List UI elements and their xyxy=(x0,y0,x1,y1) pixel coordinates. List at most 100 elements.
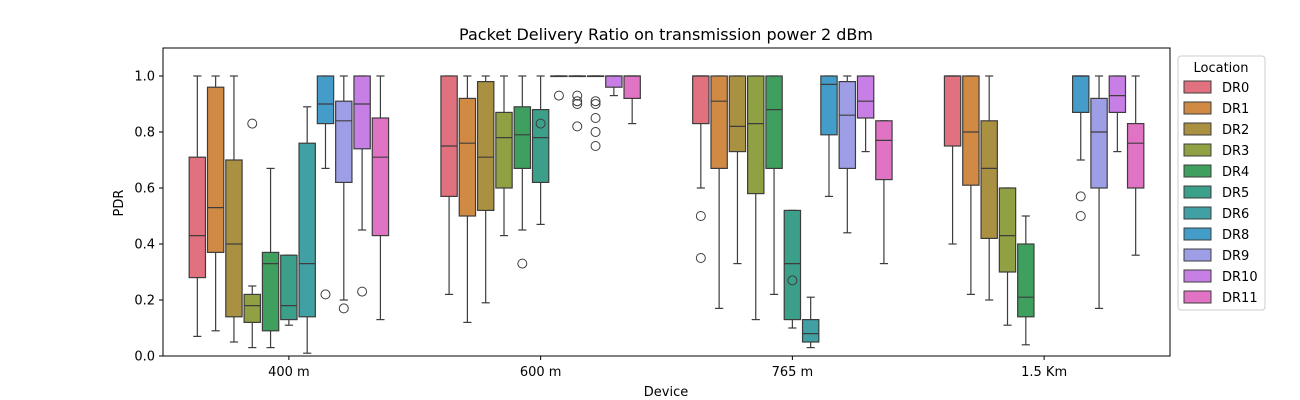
chart-title: Packet Delivery Ratio on transmission po… xyxy=(459,25,873,44)
box-DR6-2 xyxy=(801,296,820,349)
legend-swatch-DR3 xyxy=(1183,143,1212,157)
x-tick-label: 765 m xyxy=(772,365,814,380)
box-iqr xyxy=(188,156,207,279)
outlier-point xyxy=(572,99,583,109)
y-tick-label: 0.6 xyxy=(134,182,155,197)
box-DR11-0 xyxy=(371,75,390,321)
legend-swatch-DR10 xyxy=(1183,269,1212,283)
box-iqr xyxy=(998,187,1017,273)
legend-swatch-DR0 xyxy=(1183,80,1212,94)
outlier-point xyxy=(517,258,528,269)
box-DR6-0 xyxy=(298,106,316,354)
outlier-point xyxy=(535,118,546,129)
box-DR9-3 xyxy=(1090,75,1108,309)
box-iqr xyxy=(801,319,820,343)
box-iqr xyxy=(856,75,875,119)
legend-label-DR6: DR6 xyxy=(1222,207,1249,222)
box-iqr xyxy=(261,251,280,332)
box-iqr xyxy=(371,117,390,237)
box-iqr xyxy=(243,293,262,323)
box-iqr xyxy=(728,75,747,153)
legend-label-DR5: DR5 xyxy=(1222,186,1249,201)
legend-swatch-DR9 xyxy=(1183,248,1212,262)
box-iqr xyxy=(458,97,477,217)
box-iqr xyxy=(1108,75,1127,114)
legend-label-DR8: DR8 xyxy=(1222,228,1249,243)
outlier-point xyxy=(553,90,564,101)
box-iqr xyxy=(783,209,802,321)
legend-label-DR4: DR4 xyxy=(1222,165,1249,180)
box-iqr xyxy=(820,75,838,136)
box-iqr xyxy=(353,75,371,150)
legend-label-DR3: DR3 xyxy=(1222,144,1249,159)
box-DR3-0 xyxy=(243,118,262,349)
box-iqr xyxy=(495,111,513,189)
x-axis-label: Device xyxy=(644,385,688,400)
outlier-point xyxy=(572,121,583,132)
plot-area xyxy=(188,75,1145,354)
box-iqr xyxy=(206,86,225,253)
box-DR9-2 xyxy=(838,75,857,234)
box-iqr xyxy=(747,75,765,195)
legend-label-DR9: DR9 xyxy=(1222,249,1249,264)
x-tick-label: 400 m xyxy=(268,365,310,380)
box-DR8-2 xyxy=(820,75,838,197)
box-DR3-2 xyxy=(747,75,765,321)
legend-label-DR1: DR1 xyxy=(1222,102,1249,117)
y-axis-label: PDR xyxy=(112,190,127,217)
box-DR2-3 xyxy=(980,75,998,301)
y-tick-label: 1.0 xyxy=(134,70,155,85)
box-DR5-2 xyxy=(783,209,802,329)
outlier-point xyxy=(695,253,706,263)
legend-swatch-DR4 xyxy=(1183,164,1212,178)
box-iqr xyxy=(1090,97,1108,189)
legend-swatch-DR1 xyxy=(1183,101,1212,115)
box-DR10-3 xyxy=(1108,75,1127,153)
box-iqr xyxy=(298,142,316,318)
box-iqr xyxy=(316,75,335,125)
box-DR4-1 xyxy=(513,75,532,269)
legend-label-DR11: DR11 xyxy=(1222,291,1258,306)
legend-frame xyxy=(1177,55,1266,311)
box-DR1-3 xyxy=(962,75,980,295)
legend-title: Location xyxy=(1194,61,1249,76)
legend-label-DR0: DR0 xyxy=(1222,81,1249,96)
outlier-point xyxy=(1075,191,1086,202)
outlier-point xyxy=(572,90,583,101)
box-iqr xyxy=(962,75,980,186)
outlier-point xyxy=(1075,211,1086,221)
box-DR4-3 xyxy=(1017,215,1035,346)
box-iqr xyxy=(765,75,783,170)
box-iqr xyxy=(838,80,857,170)
box-iqr xyxy=(943,75,962,147)
outlier-point xyxy=(572,96,583,107)
box-iqr xyxy=(605,75,623,88)
box-iqr xyxy=(980,120,998,240)
outlier-point xyxy=(247,118,258,129)
box-iqr xyxy=(513,106,532,170)
x-tick-label: 600 m xyxy=(520,365,562,380)
legend-label-DR10: DR10 xyxy=(1222,270,1258,285)
box-DR4-2 xyxy=(765,75,783,295)
axes-frame xyxy=(162,47,1171,357)
box-iqr xyxy=(710,75,728,170)
box-DR2-0 xyxy=(225,75,243,343)
y-tick-label: 0.8 xyxy=(134,126,155,141)
box-DR5-0 xyxy=(280,254,298,326)
box-DR1-0 xyxy=(206,75,225,332)
legend-swatch-DR2 xyxy=(1183,122,1212,136)
box-iqr xyxy=(1126,122,1145,189)
box-DR5-1 xyxy=(531,75,550,225)
legend-swatch-DR11 xyxy=(1183,290,1212,304)
legend-label-DR2: DR2 xyxy=(1222,123,1249,138)
box-DR1-2 xyxy=(710,75,728,309)
box-DR11-3 xyxy=(1126,75,1145,256)
y-tick-label: 0.4 xyxy=(134,238,155,253)
box-DR8-0 xyxy=(316,75,335,300)
box-DR2-1 xyxy=(476,75,495,304)
box-DR2-2 xyxy=(728,75,747,265)
box-DR3-3 xyxy=(998,187,1017,326)
box-DR0-2 xyxy=(692,75,710,263)
box-iqr xyxy=(1017,243,1035,318)
